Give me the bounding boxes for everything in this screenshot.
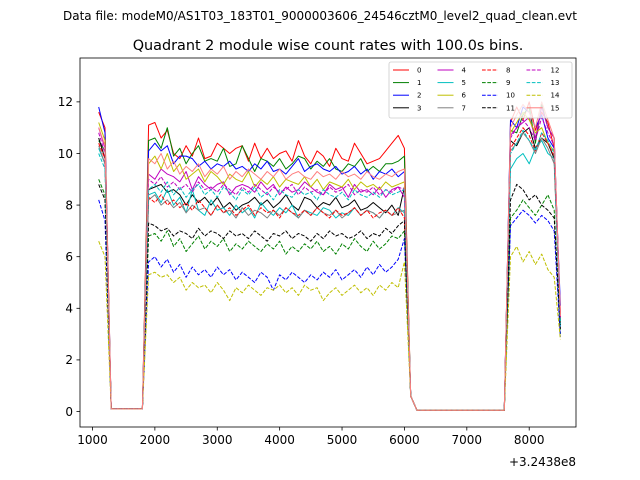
legend-label-13: 13 xyxy=(551,79,560,87)
legend-label-1: 1 xyxy=(417,79,421,87)
y-tick-label: 8 xyxy=(65,198,73,212)
x-tick-label: 7000 xyxy=(452,433,483,447)
chart-title: Quadrant 2 module wise count rates with … xyxy=(133,38,524,54)
series-line-9 xyxy=(98,179,561,411)
series-line-1 xyxy=(98,103,561,411)
legend-label-0: 0 xyxy=(417,67,421,75)
x-tick-label: 3000 xyxy=(202,433,233,447)
legend-label-2: 2 xyxy=(417,92,421,100)
plot-frame xyxy=(79,57,577,428)
series-line-13 xyxy=(98,129,561,411)
legend-label-11: 11 xyxy=(506,104,515,112)
series-line-14 xyxy=(98,241,561,411)
x-tick-label: 4000 xyxy=(264,433,295,447)
legend-label-8: 8 xyxy=(506,67,510,75)
x-tick-label: 1000 xyxy=(77,433,108,447)
y-tick-label: 0 xyxy=(65,405,73,419)
series-line-12 xyxy=(98,116,561,411)
x-offset-label: +3.2438e8 xyxy=(509,455,576,469)
series-line-15 xyxy=(98,101,561,411)
series-line-3 xyxy=(98,127,561,411)
legend-label-5: 5 xyxy=(462,79,466,87)
series-line-2 xyxy=(98,106,561,411)
y-tick-label: 6 xyxy=(65,250,73,264)
legend-label-15: 15 xyxy=(551,104,560,112)
legend-label-6: 6 xyxy=(462,92,467,100)
x-tick-label: 5000 xyxy=(327,433,358,447)
series-line-4 xyxy=(98,106,561,411)
legend-label-9: 9 xyxy=(506,79,510,87)
legend-label-3: 3 xyxy=(417,104,421,112)
y-tick-label: 2 xyxy=(65,353,73,367)
y-tick-label: 10 xyxy=(58,147,73,161)
legend-label-4: 4 xyxy=(462,67,467,75)
legend-label-10: 10 xyxy=(506,92,515,100)
legend-frame xyxy=(388,61,573,119)
y-tick-label: 12 xyxy=(58,95,73,109)
legend-label-7: 7 xyxy=(462,104,466,112)
x-tick-label: 6000 xyxy=(389,433,420,447)
series-layer xyxy=(98,101,561,411)
y-tick-label: 4 xyxy=(65,302,73,316)
x-tick-label: 8000 xyxy=(514,433,545,447)
figure-suptitle: Data file: modeM0/AS1T03_183T01_90000036… xyxy=(63,9,577,23)
legend-label-14: 14 xyxy=(551,92,560,100)
legend-label-12: 12 xyxy=(551,67,560,75)
series-line-8 xyxy=(98,127,561,411)
axis-ticks: 1000 2000 3000 4000 5000 6000 7000 8000 0 2 4 6 8 10 1… xyxy=(58,95,545,447)
x-tick-label: 2000 xyxy=(140,433,171,447)
